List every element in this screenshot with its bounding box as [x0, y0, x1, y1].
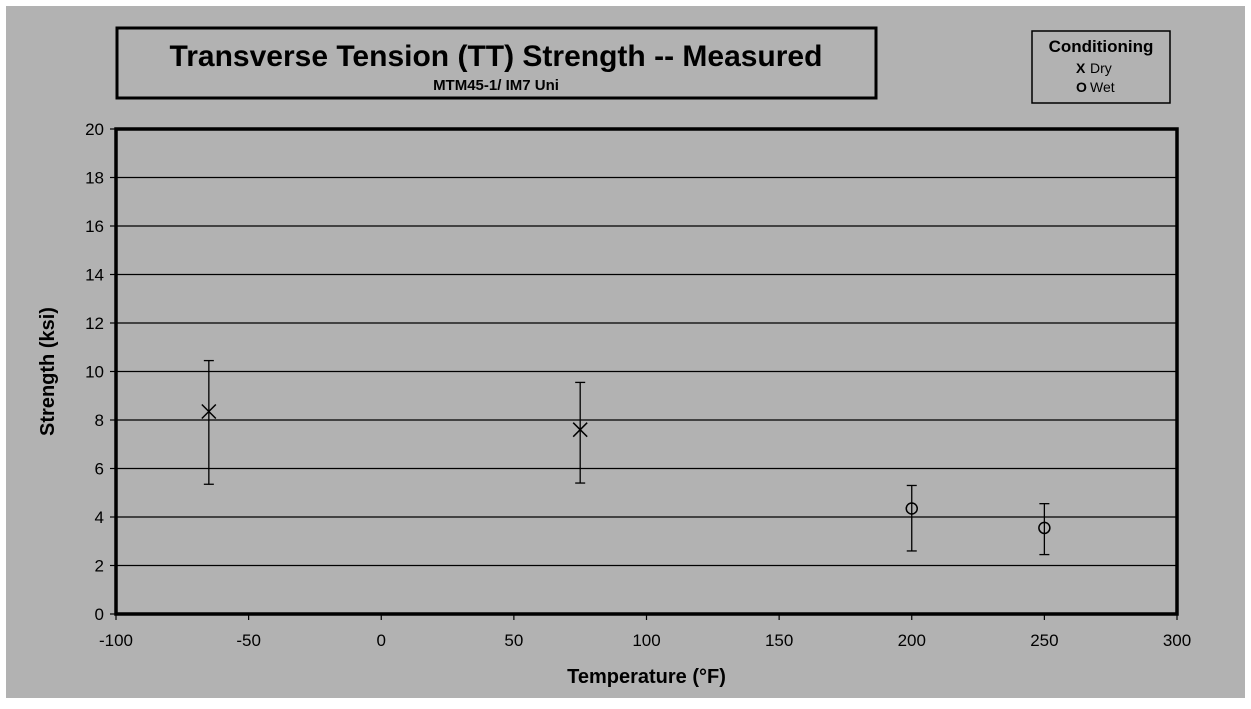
- x-axis-label: Temperature (°F): [567, 666, 726, 688]
- y-axis-label: Strength (ksi): [37, 307, 59, 436]
- legend: Conditioning X Dry O Wet: [1031, 30, 1171, 104]
- legend-title: Conditioning: [1049, 37, 1154, 56]
- title-box: Transverse Tension (TT) Strength -- Meas…: [115, 26, 878, 100]
- title-frame: [115, 26, 878, 100]
- y-tick-label: 0: [95, 605, 104, 624]
- data-point-dry: [201, 403, 217, 420]
- x-tick-labels: -100 -50 0 50 100 150 200 250 300: [99, 631, 1191, 650]
- y-tick-label: 10: [85, 363, 104, 382]
- plot-area-frame: [114, 127, 1179, 616]
- legend-marker-dry: X: [1076, 60, 1086, 76]
- y-tick-label: 6: [95, 460, 104, 479]
- x-tick-label: 250: [1030, 631, 1058, 650]
- x-tick-label: 150: [765, 631, 793, 650]
- y-tick-label: 8: [95, 411, 104, 430]
- data-point-wet: [905, 502, 918, 515]
- y-tick-label: 16: [85, 217, 104, 236]
- x-tick-label: 200: [898, 631, 926, 650]
- legend-label-dry: Dry: [1090, 60, 1112, 76]
- y-tick-label: 2: [95, 557, 104, 576]
- chart-subtitle: MTM45-1/ IM7 Uni: [433, 77, 559, 94]
- x-tick-label: 300: [1163, 631, 1191, 650]
- grid-lines: [116, 128, 1177, 615]
- x-tick-label: 50: [504, 631, 523, 650]
- y-tick-label: 20: [85, 120, 104, 139]
- y-tick-labels: 0 2 4 6 8 10 12 14 16 18 20: [85, 120, 104, 624]
- y-tick-label: 12: [85, 314, 104, 333]
- data-point-dry: [572, 422, 588, 438]
- x-tick-label: 0: [377, 631, 386, 650]
- data-point-wet: [1038, 521, 1051, 535]
- x-tick-label: 100: [632, 631, 660, 650]
- legend-frame: [1031, 30, 1171, 104]
- y-tick-label: 18: [85, 169, 104, 188]
- x-tick-label: -50: [236, 631, 261, 650]
- x-tick-label: -100: [99, 631, 133, 650]
- y-tick-label: 4: [95, 508, 104, 527]
- legend-marker-wet: O: [1076, 79, 1087, 95]
- chart-background: [6, 6, 1245, 698]
- data-points: [201, 359, 1051, 556]
- legend-label-wet: Wet: [1090, 79, 1115, 95]
- chart-title: Transverse Tension (TT) Strength -- Meas…: [170, 40, 823, 73]
- y-tick-label: 14: [85, 266, 104, 285]
